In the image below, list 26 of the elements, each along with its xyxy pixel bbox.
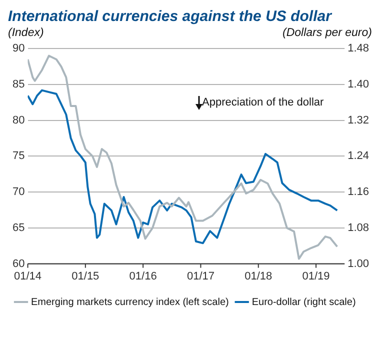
- y2-tick-label: 1.08: [348, 222, 370, 234]
- y-axis-title: (Index): [8, 27, 44, 39]
- y-tick-label: 85: [12, 78, 25, 90]
- y2-tick-label: 1.40: [348, 78, 370, 90]
- legend-label: Euro-dollar (right scale): [252, 296, 356, 308]
- y2-tick-label: 1.32: [348, 114, 370, 126]
- y-tick-label: 90: [12, 42, 25, 55]
- y2-tick-label: 1.16: [348, 186, 370, 198]
- y-tick-label: 75: [12, 150, 25, 162]
- x-tick-label: 01/19: [302, 270, 330, 282]
- y-tick-label: 80: [12, 114, 25, 126]
- legend-label: Emerging markets currency index (left scale): [31, 296, 229, 308]
- x-tick-label: 01/17: [186, 270, 214, 282]
- y2-axis-title: (Dollars per euro): [282, 27, 372, 39]
- y-tick-label: 65: [12, 222, 25, 234]
- x-tick-label: 01/16: [129, 270, 157, 282]
- x-tick-label: 01/15: [72, 270, 100, 282]
- x-tick-label: 01/14: [14, 270, 42, 282]
- y-tick-label: 70: [12, 186, 25, 198]
- y2-tick-label: 1.48: [348, 42, 370, 55]
- y2-tick-label: 1.00: [348, 258, 370, 270]
- x-tick-label: 01/18: [244, 270, 272, 282]
- y-tick-label: 60: [12, 258, 25, 270]
- chart-title: International currencies against the US dollar: [8, 8, 334, 25]
- annotation: Appreciation of the dollar: [202, 96, 324, 108]
- y2-tick-label: 1.24: [348, 150, 370, 162]
